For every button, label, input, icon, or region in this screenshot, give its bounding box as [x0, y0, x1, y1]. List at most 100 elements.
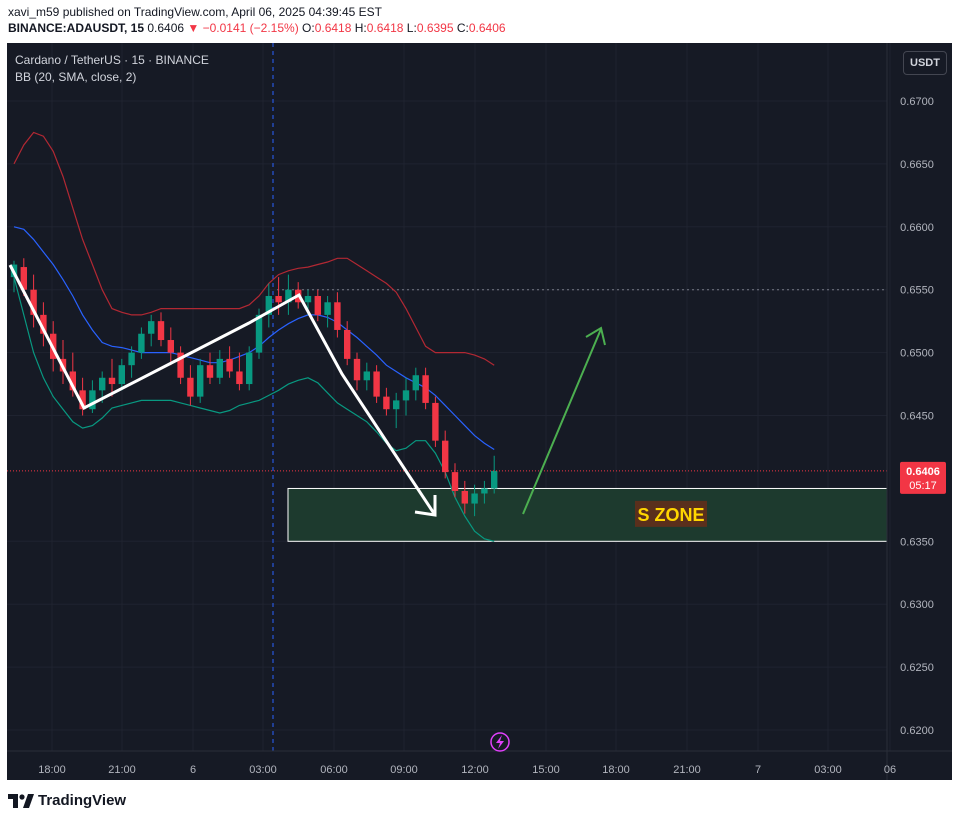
bb-upper-line — [13, 131, 495, 366]
candle-body — [285, 289, 292, 303]
price-tag: 0.6406 05:17 — [900, 461, 946, 494]
candle-body — [148, 321, 155, 334]
candle-body — [393, 400, 400, 410]
s-zone-label-bg — [635, 500, 707, 527]
projection-arrowhead — [585, 326, 606, 346]
candle-body — [491, 470, 498, 489]
price-axis: 0.6700 0.6650 0.6600 0.6550 0.6500 0.6450 0.63… — [900, 96, 934, 737]
price-tick-label: 0.6350 — [900, 536, 934, 548]
time-tick-label: 7 — [755, 764, 761, 776]
indicator-legend[interactable]: BB (20, SMA, close, 2) — [15, 70, 137, 84]
candle-body — [412, 375, 419, 391]
brand-name: TradingView — [38, 792, 127, 809]
time-tick-label: 03:00 — [814, 764, 842, 776]
candle-body — [461, 490, 468, 504]
bb-lower-line — [13, 276, 495, 542]
symbol-label: BINANCE:ADAUSDT, 15 — [8, 21, 145, 35]
tradingview-logo[interactable]: TradingView — [8, 792, 126, 809]
candle-body — [422, 375, 429, 403]
candle-body — [226, 358, 233, 372]
chart-pane[interactable]: S ZONE 0.6700 0.6650 0.6600 0.6550 0.6500 0.6… — [7, 43, 952, 780]
candle-body — [373, 371, 380, 397]
candle-body — [442, 440, 449, 473]
s-zone-label: S ZONE — [637, 505, 704, 525]
high-label: H: — [354, 21, 367, 35]
candle-body — [69, 371, 76, 391]
low-value: 0.6395 — [416, 21, 454, 35]
open-label: O: — [302, 21, 315, 35]
time-tick-label: 12:00 — [461, 764, 489, 776]
price-tick-label: 0.6300 — [900, 599, 934, 611]
price-tag-value: 0.6406 — [906, 466, 940, 478]
candle-body — [99, 377, 106, 391]
price-tick-label: 0.6450 — [900, 411, 934, 423]
candle-body — [363, 371, 370, 381]
candlestick-series — [10, 258, 498, 517]
change-value: ▼ −0.0141 (−2.15%) — [187, 21, 299, 35]
candle-body — [324, 302, 331, 315]
low-label: L: — [406, 21, 417, 35]
candle-body — [128, 352, 135, 366]
price-tick-label: 0.6700 — [900, 96, 934, 108]
price-chart[interactable]: S ZONE 0.67000.66500.66000.65500.65000.6… — [7, 43, 952, 780]
candle-body — [451, 472, 459, 491]
candle-body — [216, 358, 223, 378]
price-tick-label: 0.6200 — [900, 725, 934, 737]
time-tick-label: 15:00 — [532, 764, 560, 776]
price-tick-label: 0.6550 — [900, 285, 934, 297]
candle-body — [275, 295, 282, 303]
publisher-line: xavi_m59 published on TradingView.com, A… — [8, 5, 383, 19]
price-tag-countdown: 05:17 — [909, 480, 937, 492]
candle-body — [304, 295, 312, 303]
candle-body — [79, 390, 86, 410]
candle-body — [118, 365, 125, 385]
chart-legend-title: Cardano / TetherUS · 15 · BINANCE — [15, 53, 209, 67]
candle-body — [89, 390, 96, 410]
candle-body — [20, 267, 27, 290]
candle-body — [167, 340, 174, 353]
candle-body — [481, 488, 488, 494]
candle-body — [177, 352, 184, 378]
candle-body — [432, 402, 439, 441]
bollinger-bands — [13, 131, 495, 542]
candle-body — [344, 329, 351, 359]
time-tick-label: 21:00 — [673, 764, 701, 776]
time-tick-label: 18:00 — [602, 764, 630, 776]
projection-arrow-line — [522, 328, 602, 515]
tradingview-icon — [8, 793, 34, 808]
chart-grid — [7, 43, 891, 751]
time-tick-label: 03:00 — [249, 764, 277, 776]
candle-body — [314, 295, 321, 315]
last-price: 0.6406 — [147, 21, 185, 35]
price-tick-label: 0.6250 — [900, 662, 934, 674]
bb-basis-line — [13, 226, 495, 451]
candle-body — [40, 314, 47, 334]
time-tick-label: 6 — [190, 764, 196, 776]
candle-body — [246, 352, 253, 385]
s-zone-rect — [287, 487, 888, 542]
close-value: 0.6406 — [468, 21, 506, 35]
price-tick-label: 0.6600 — [900, 222, 934, 234]
candle-body — [383, 396, 390, 410]
candle-body — [30, 289, 37, 315]
zigzag-arrowhead — [414, 495, 437, 517]
price-tick-label: 0.6650 — [900, 159, 934, 171]
candle-body — [236, 371, 243, 385]
price-tag-bg — [900, 461, 946, 494]
candle-body — [402, 390, 410, 401]
time-tick-label: 21:00 — [108, 764, 136, 776]
close-label: C: — [456, 21, 469, 35]
candle-body — [197, 365, 204, 397]
lightning-icon[interactable] — [490, 732, 510, 752]
zigzag-arrow-path — [8, 264, 437, 516]
candle-body — [206, 365, 214, 378]
candle-body — [265, 295, 272, 315]
time-tick-label: 09:00 — [390, 764, 418, 776]
candle-body — [108, 377, 116, 385]
time-axis: 18:00 21:00 6 03:00 06:00 09:00 12:00 15:00 18:0… — [38, 764, 896, 776]
open-value: 0.6418 — [314, 21, 352, 35]
candle-body — [157, 321, 165, 341]
candle-body — [138, 333, 145, 353]
symbol-ohlc-line: BINANCE:ADAUSDT, 15 0.6406 ▼ −0.0141 (−2… — [8, 21, 506, 35]
currency-button[interactable]: USDT — [903, 51, 947, 75]
